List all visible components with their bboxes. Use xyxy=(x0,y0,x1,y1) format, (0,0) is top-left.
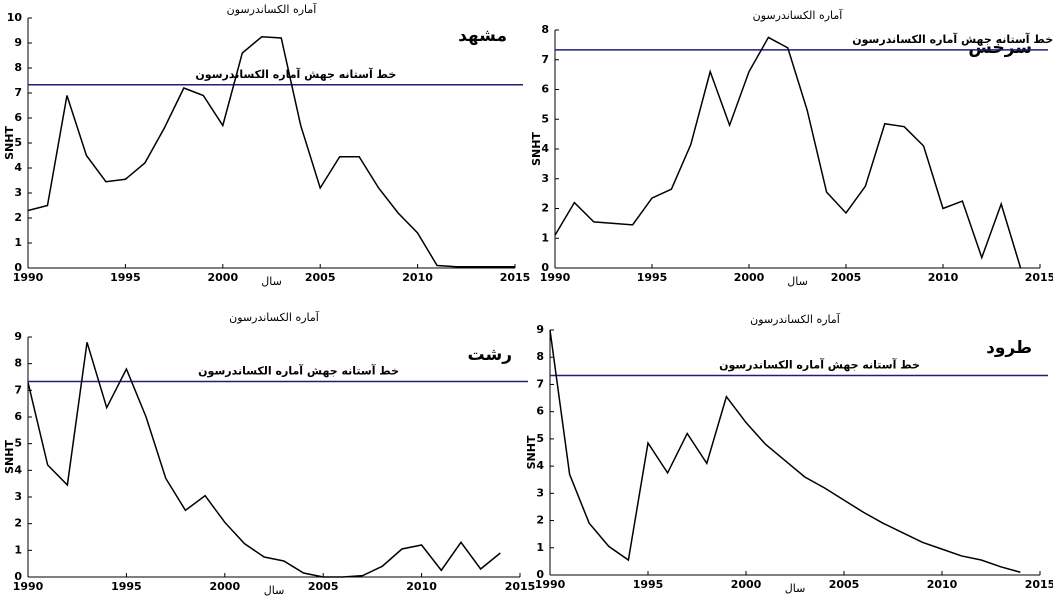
y-tick-label: 5 xyxy=(14,437,22,450)
y-axis-label: SNHT xyxy=(530,132,543,166)
station-label: رشت xyxy=(467,345,512,365)
y-axis-label: SNHT xyxy=(3,126,16,160)
x-tick-label: 1990 xyxy=(13,580,44,593)
y-tick-label: 3 xyxy=(14,490,22,503)
x-tick-label: 1990 xyxy=(535,578,566,591)
y-tick-label: 8 xyxy=(536,350,544,363)
threshold-label: خط آستانه جهش آماره الکساندرسون xyxy=(852,32,1053,46)
y-tick-label: 9 xyxy=(14,36,22,49)
x-tick-label: 2005 xyxy=(305,271,336,284)
x-axis-label: سال xyxy=(787,275,808,288)
y-tick-label: 0 xyxy=(536,568,544,581)
y-tick-label: 7 xyxy=(536,377,544,390)
y-tick-label: 8 xyxy=(541,23,549,36)
y-tick-label: 2 xyxy=(14,211,22,224)
y-tick-label: 9 xyxy=(14,330,22,343)
y-tick-label: 4 xyxy=(14,463,22,476)
chart-title: آماره الکساندرسون xyxy=(229,310,320,324)
x-tick-label: 1995 xyxy=(637,271,668,284)
x-axis-label: سال xyxy=(264,584,285,597)
y-tick-label: 3 xyxy=(541,172,549,185)
y-tick-label: 1 xyxy=(14,236,22,249)
y-tick-label: 5 xyxy=(536,432,544,445)
x-tick-label: 2005 xyxy=(308,580,339,593)
y-tick-label: 2 xyxy=(536,514,544,527)
station-label: سرخس xyxy=(968,38,1032,58)
chart-title: آماره الکساندرسون xyxy=(750,312,841,326)
chart-title: آماره الکساندرسون xyxy=(753,8,844,22)
x-tick-label: 2000 xyxy=(207,271,238,284)
x-tick-label: 2010 xyxy=(406,580,437,593)
x-tick-label: 2010 xyxy=(927,578,958,591)
data-line xyxy=(27,35,515,268)
x-tick-label: 2010 xyxy=(928,271,959,284)
y-tick-label: 7 xyxy=(14,383,22,396)
x-tick-label: 1990 xyxy=(13,271,44,284)
y-tick-label: 6 xyxy=(14,111,22,124)
x-tick-label: 2015 xyxy=(1025,578,1053,591)
y-tick-label: 4 xyxy=(14,161,22,174)
y-tick-label: 8 xyxy=(14,61,22,74)
y-tick-label: 4 xyxy=(536,459,544,472)
y-tick-label: 3 xyxy=(14,186,22,199)
x-tick-label: 2000 xyxy=(209,580,240,593)
data-line xyxy=(554,36,1022,269)
y-tick-label: 1 xyxy=(536,541,544,554)
chart-title: آماره الکساندرسون xyxy=(227,2,318,16)
y-tick-label: 0 xyxy=(541,261,549,274)
threshold-label: خط آستانه جهش آماره الکساندرسون xyxy=(719,357,920,371)
x-tick-label: 2010 xyxy=(402,271,433,284)
y-tick-label: 10 xyxy=(7,11,23,24)
x-tick-label: 2015 xyxy=(505,580,536,593)
threshold-label: خط آستانه جهش آماره الکساندرسون xyxy=(198,364,399,378)
y-tick-label: 9 xyxy=(536,323,544,336)
x-tick-label: 2015 xyxy=(1025,271,1053,284)
y-tick-label: 7 xyxy=(14,86,22,99)
x-tick-label: 1995 xyxy=(111,580,142,593)
y-tick-label: 5 xyxy=(541,112,549,125)
y-tick-label: 2 xyxy=(14,517,22,530)
station-label: طرود xyxy=(986,338,1032,358)
x-axis-label: سال xyxy=(785,582,806,595)
station-label: مشهد xyxy=(458,26,507,46)
x-tick-label: 1995 xyxy=(633,578,664,591)
y-tick-label: 7 xyxy=(541,53,549,66)
y-tick-label: 5 xyxy=(14,136,22,149)
y-tick-label: 0 xyxy=(14,570,22,583)
y-tick-label: 1 xyxy=(541,231,549,244)
x-tick-label: 2000 xyxy=(731,578,762,591)
y-axis-label: SNHT xyxy=(3,440,16,474)
threshold-label: خط آستانه جهش آماره الکساندرسون xyxy=(195,67,396,81)
y-tick-label: 6 xyxy=(541,83,549,96)
y-tick-label: 8 xyxy=(14,357,22,370)
data-line xyxy=(27,342,501,578)
y-tick-label: 0 xyxy=(14,261,22,274)
y-axis-label: SNHT xyxy=(525,435,538,469)
y-tick-label: 1 xyxy=(14,543,22,556)
y-tick-label: 3 xyxy=(536,486,544,499)
x-axis-label: سال xyxy=(261,275,282,288)
y-tick-label: 4 xyxy=(541,142,549,155)
data-line xyxy=(549,329,1021,574)
x-tick-label: 2000 xyxy=(734,271,765,284)
y-tick-label: 6 xyxy=(14,410,22,423)
x-tick-label: 2005 xyxy=(831,271,862,284)
x-tick-label: 1995 xyxy=(110,271,141,284)
x-tick-label: 2015 xyxy=(500,271,531,284)
x-tick-label: 1990 xyxy=(540,271,571,284)
y-tick-label: 6 xyxy=(536,405,544,418)
y-tick-label: 2 xyxy=(541,202,549,215)
x-tick-label: 2005 xyxy=(829,578,860,591)
